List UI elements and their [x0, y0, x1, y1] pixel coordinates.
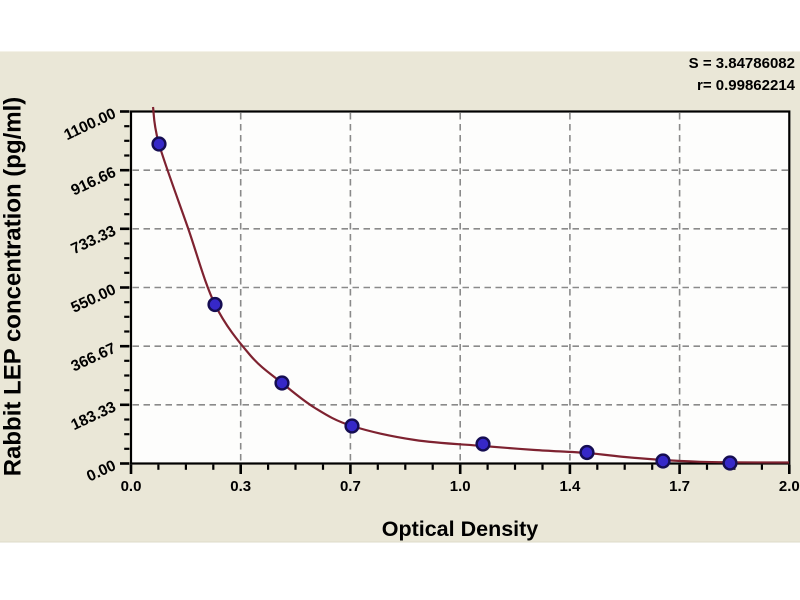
- svg-text:Rabbit LEP concentration (pg/m: Rabbit LEP concentration (pg/ml): [0, 97, 27, 477]
- svg-text:0.7: 0.7: [340, 478, 361, 495]
- svg-text:S = 3.84786082: S = 3.84786082: [689, 55, 795, 72]
- svg-text:1.7: 1.7: [669, 478, 690, 495]
- svg-text:1.0: 1.0: [450, 478, 471, 495]
- svg-text:r= 0.99862214: r= 0.99862214: [697, 77, 796, 94]
- svg-text:Optical Density: Optical Density: [382, 517, 539, 541]
- svg-text:1.4: 1.4: [559, 478, 581, 495]
- svg-text:2.0: 2.0: [779, 478, 800, 495]
- svg-text:0.3: 0.3: [230, 478, 251, 495]
- svg-text:0.0: 0.0: [121, 478, 142, 495]
